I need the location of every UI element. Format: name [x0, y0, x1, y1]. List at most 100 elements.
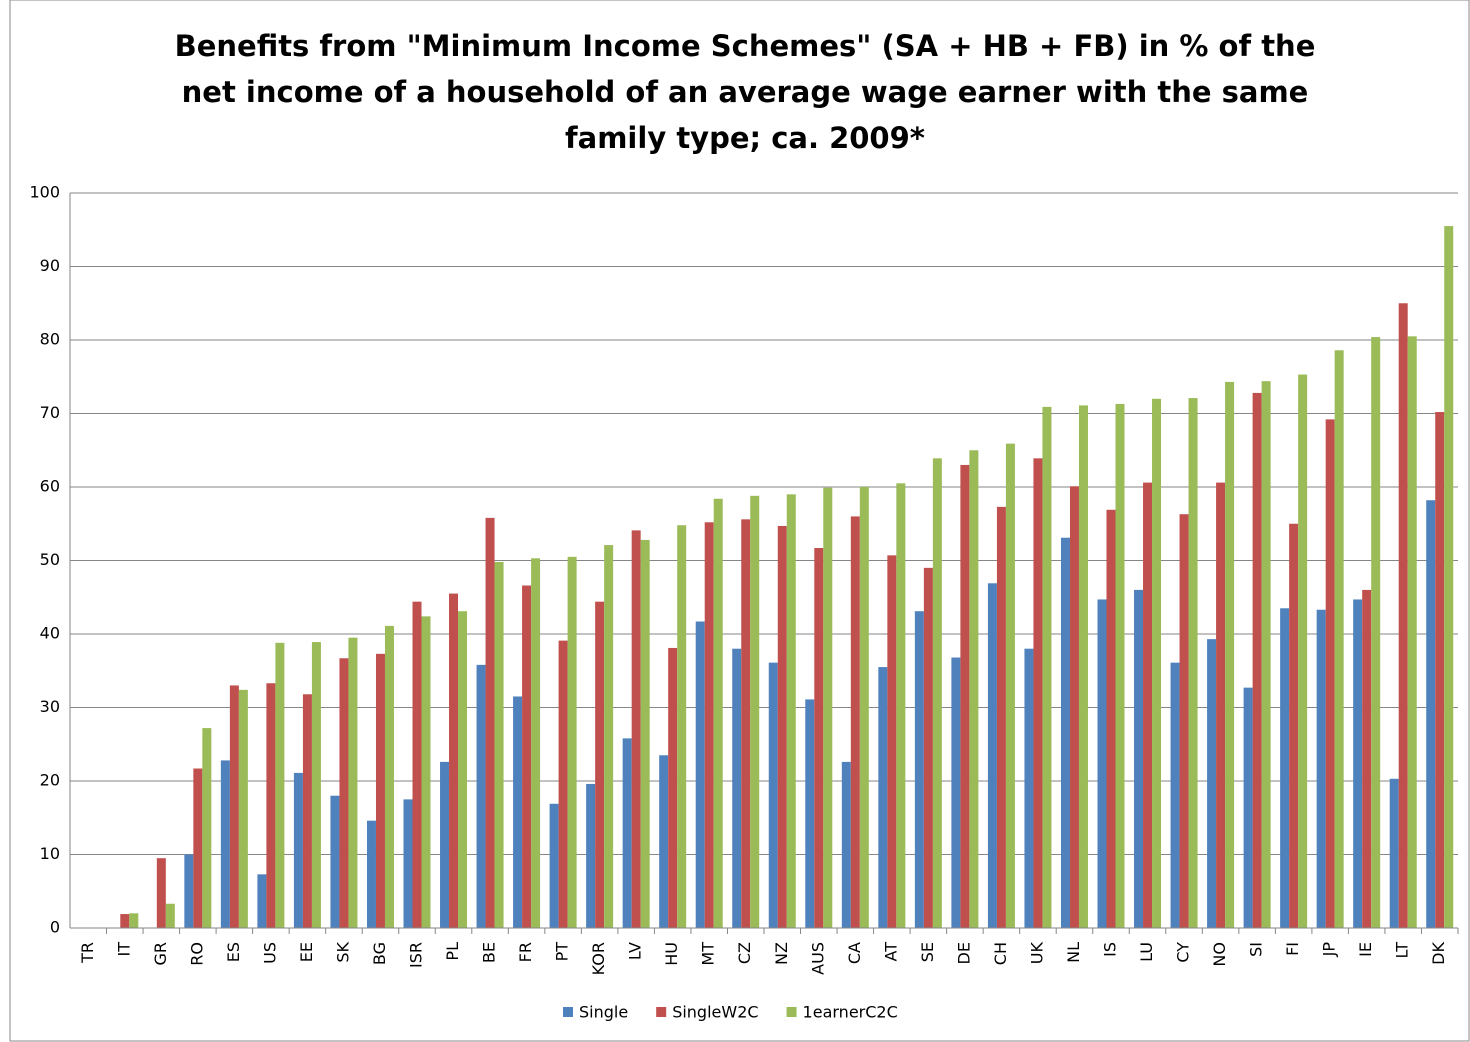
- y-tick-label: 0: [50, 918, 60, 937]
- bar: [1033, 458, 1043, 928]
- y-tick-label: 70: [40, 403, 60, 422]
- bar: [1134, 589, 1144, 928]
- bar: [165, 903, 175, 928]
- legend-swatch: [563, 1007, 573, 1017]
- bar: [348, 637, 358, 928]
- bar: [695, 621, 705, 928]
- x-tick-label: SI: [1247, 942, 1266, 957]
- bar: [193, 768, 203, 928]
- x-tick-label: TR: [78, 942, 97, 964]
- bar: [951, 657, 961, 928]
- x-tick-label: GR: [151, 942, 170, 966]
- bar: [476, 664, 486, 928]
- bar: [1426, 500, 1436, 928]
- x-tick-label: IS: [1101, 942, 1120, 957]
- chart-title: Benefits from "Minimum Income Schemes" (…: [175, 29, 1316, 63]
- x-tick-label: LU: [1137, 942, 1156, 962]
- bar: [567, 556, 577, 928]
- x-tick-label: ES: [224, 942, 243, 962]
- bar: [805, 699, 815, 928]
- bar: [659, 755, 669, 928]
- x-tick-label: FR: [516, 942, 535, 962]
- bar: [120, 914, 130, 928]
- bar: [384, 625, 394, 928]
- bar: [878, 667, 888, 928]
- bar: [850, 516, 860, 928]
- bar: [449, 593, 459, 928]
- bar: [1225, 381, 1235, 928]
- legend-label: SingleW2C: [672, 1003, 758, 1022]
- bar: [1289, 523, 1299, 928]
- bar: [1261, 381, 1271, 928]
- bar: [375, 653, 385, 928]
- bar: [595, 601, 605, 928]
- bar: [777, 525, 787, 928]
- bar: [1152, 398, 1162, 928]
- bar: [311, 642, 321, 928]
- bar: [987, 583, 997, 928]
- bar: [1188, 398, 1198, 928]
- x-tick-label: FI: [1283, 942, 1302, 956]
- x-tick-label: NZ: [772, 942, 791, 965]
- bar: [622, 738, 632, 928]
- bar: [421, 616, 431, 928]
- x-tick-label: LV: [626, 942, 645, 960]
- bar: [1243, 687, 1253, 928]
- y-tick-label: 80: [40, 330, 60, 349]
- y-tick-label: 90: [40, 256, 60, 275]
- x-tick-label: BE: [480, 942, 499, 963]
- bar: [704, 522, 714, 928]
- x-tick-label: NL: [1064, 942, 1083, 963]
- x-tick-label: MT: [699, 942, 718, 966]
- y-tick-label: 50: [40, 550, 60, 569]
- bar: [1398, 303, 1408, 928]
- bar: [823, 487, 833, 928]
- x-tick-label: JP: [1320, 942, 1339, 958]
- bar: [932, 458, 942, 928]
- bar: [668, 647, 678, 928]
- bar: [768, 662, 778, 928]
- x-tick-label: IT: [114, 942, 133, 957]
- bar: [631, 530, 641, 928]
- bar: [275, 642, 285, 928]
- y-tick-label: 10: [40, 844, 60, 863]
- bar: [786, 494, 796, 928]
- bar: [1298, 374, 1308, 928]
- bar: [923, 567, 933, 928]
- bar: [1216, 482, 1226, 928]
- x-tick-label: LT: [1393, 942, 1412, 959]
- bar: [732, 648, 742, 928]
- legend-swatch: [656, 1007, 667, 1017]
- x-tick-label: SE: [918, 942, 937, 962]
- bar: [339, 658, 349, 928]
- bar: [202, 728, 212, 928]
- x-tick-label: DE: [954, 942, 973, 964]
- bar: [522, 585, 532, 928]
- bar: [814, 548, 824, 928]
- bar: [677, 525, 687, 928]
- y-tick-label: 60: [40, 477, 60, 496]
- bar: [914, 611, 924, 928]
- x-tick-label: AT: [881, 942, 900, 962]
- bar: [229, 685, 239, 928]
- x-tick-label: US: [260, 942, 279, 964]
- bar: [640, 539, 650, 928]
- y-tick-label: 100: [29, 183, 60, 202]
- bar: [440, 761, 450, 928]
- x-tick-label: IE: [1356, 942, 1375, 957]
- legend-label: Single: [579, 1003, 628, 1022]
- bar: [969, 450, 979, 928]
- legend-label: 1earnerC2C: [803, 1003, 898, 1022]
- x-tick-label: SK: [333, 942, 352, 963]
- bar: [513, 696, 523, 928]
- bar: [1444, 226, 1454, 928]
- x-tick-label: KOR: [589, 942, 608, 975]
- bar: [558, 640, 568, 928]
- bar: [238, 689, 248, 928]
- bar: [412, 601, 422, 928]
- x-tick-label: EE: [297, 942, 316, 962]
- bar: [1435, 412, 1445, 928]
- bar: [1179, 514, 1189, 928]
- bar: [887, 555, 897, 928]
- x-tick-label: PT: [553, 942, 572, 962]
